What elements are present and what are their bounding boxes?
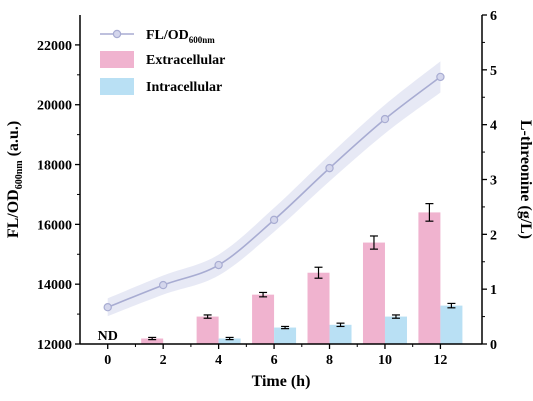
extracellular-bar [141,338,164,344]
x-tick-label: 4 [215,353,222,368]
left-y-tick-label: 18000 [37,159,72,174]
extracellular-bar [418,212,441,344]
confidence-band-layer [107,61,441,317]
bar-layer [141,203,463,344]
fl-od-point [214,260,223,270]
x-tick-label: 8 [326,353,333,368]
legend: FL/OD600nm Extracellular Intracellular [100,28,225,95]
right-y-tick-label: 0 [490,338,497,353]
intracellular-bar [384,316,407,344]
fl-od-point [325,163,334,173]
legend-label-extracellular: Extracellular [146,53,225,68]
axis-layer [75,14,487,349]
fl-od-point [103,303,112,312]
fl-od-point [158,280,168,290]
left-y-tick-label: 22000 [37,39,72,54]
extracellular-bar [196,316,219,344]
x-tick-label: 2 [160,353,167,368]
left-y-axis-title-main: FL/OD [5,189,22,238]
legend-label-fl-od: FL/OD600nm [146,28,215,45]
right-y-axis-title: L-threonine (g/L) [517,120,533,239]
legend-label-fl-od-subscript: 600nm [189,35,216,45]
right-y-tick-label: 1 [490,283,497,298]
intracellular-bar [218,338,241,344]
intracellular-bar [274,327,297,344]
line-layer [103,72,445,312]
extracellular-bar [252,294,275,344]
legend-label-intracellular: Intracellular [146,80,222,95]
legend-item-extracellular: Extracellular [100,51,225,68]
left-y-axis-title-subscript: 600nm [14,160,25,190]
legend-item-fl-od: FL/OD600nm [100,28,215,45]
intracellular-bar [440,305,463,344]
right-y-tick-label: 4 [490,119,497,134]
intracellular-bar [329,324,352,344]
legend-extracellular-swatch [100,51,134,68]
extracellular-bar [362,242,385,344]
right-y-tick-label: 2 [490,228,497,243]
fl-od-point [436,72,445,82]
left-y-tick-label: 14000 [37,278,72,293]
x-tick-label: 10 [378,353,392,368]
x-tick-label: 12 [433,353,447,368]
left-y-tick-label: 16000 [37,218,72,233]
fl-od-confidence-band [107,61,441,317]
fl-od-point [380,114,390,124]
left-y-axis-title: FL/OD600nm (a.u.) [5,121,25,238]
x-tick-label: 0 [104,353,111,368]
left-y-tick-label: 20000 [37,99,72,114]
fl-od-point [269,215,279,225]
legend-marker-swatch [112,29,122,39]
left-y-axis-title-suffix: (a.u.) [5,121,22,161]
x-axis-title: Time (h) [252,373,311,390]
x-tick-label: 6 [271,353,278,368]
right-y-tick-label: 6 [490,9,497,24]
extracellular-bar [307,272,330,344]
legend-item-intracellular: Intracellular [100,78,222,95]
right-y-tick-label: 5 [490,64,497,79]
nd-annotation: ND [98,329,118,344]
legend-label-fl-od-main: FL/OD [146,28,189,43]
right-y-tick-label: 3 [490,174,497,189]
legend-intracellular-swatch [100,78,134,95]
left-y-tick-label: 12000 [37,338,72,353]
